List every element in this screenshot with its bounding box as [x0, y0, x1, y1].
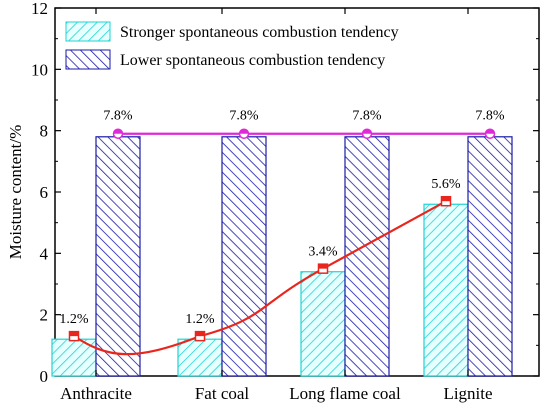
bar-stronger [300, 271, 346, 377]
data-labels: 1.2% 1.2% 3.4% 5.6% 7.8% 7.8% 7.8% 7.8% [59, 109, 505, 327]
bar-lower [467, 136, 513, 377]
y-axis-title: Moisture content/% [6, 125, 25, 260]
marker-circle-fill [362, 129, 372, 134]
y-axis: 0 2 4 6 8 10 12 [31, 0, 539, 386]
marker-square-fill [195, 331, 205, 337]
data-label-stronger: 5.6% [431, 177, 461, 192]
bar-lower [344, 136, 390, 377]
y-tick-label: 6 [40, 183, 49, 202]
data-label-lower: 7.8% [352, 109, 382, 124]
marker-square-fill [69, 331, 79, 337]
marker-square-fill [441, 196, 451, 202]
data-label-lower: 7.8% [475, 109, 505, 124]
x-category-label: Fat coal [195, 384, 250, 403]
bar-lower [221, 136, 267, 377]
y-tick-label: 10 [31, 60, 48, 79]
y-tick-label: 8 [40, 122, 49, 141]
x-category-label: Lignite [443, 384, 492, 403]
marker-circle-fill [113, 129, 123, 134]
y-tick-label: 4 [40, 244, 49, 263]
y-tick-label: 2 [40, 306, 49, 325]
marker-circle-fill [239, 129, 249, 134]
marker-circle-fill [485, 129, 495, 134]
legend-label-stronger: Stronger spontaneous combustion tendency [120, 24, 399, 41]
data-label-lower: 7.8% [103, 109, 133, 124]
x-category-label: Anthracite [60, 384, 132, 403]
line-red-series [73, 200, 447, 356]
data-label-stronger: 1.2% [59, 312, 89, 327]
x-axis: Anthracite Fat coal Long flame coal Lignite [60, 8, 493, 403]
legend-swatch-lower [65, 49, 111, 70]
y-tick-label: 0 [40, 367, 49, 386]
data-label-stronger: 1.2% [185, 312, 215, 327]
bar-stronger [177, 338, 223, 377]
legend-label-lower: Lower spontaneous combustion tendency [120, 52, 385, 69]
overlay-lines [68, 128, 496, 356]
data-label-lower: 7.8% [229, 109, 259, 124]
bar-lower [95, 136, 141, 377]
legend-swatch-stronger [65, 21, 111, 42]
marker-square-fill [318, 264, 328, 269]
x-category-label: Long flame coal [289, 384, 401, 403]
bar-stronger [423, 203, 469, 377]
bars [51, 136, 513, 377]
y-tick-label: 12 [31, 0, 48, 18]
legend: Stronger spontaneous combustion tendency… [65, 21, 399, 70]
data-label-stronger: 3.4% [308, 245, 338, 260]
